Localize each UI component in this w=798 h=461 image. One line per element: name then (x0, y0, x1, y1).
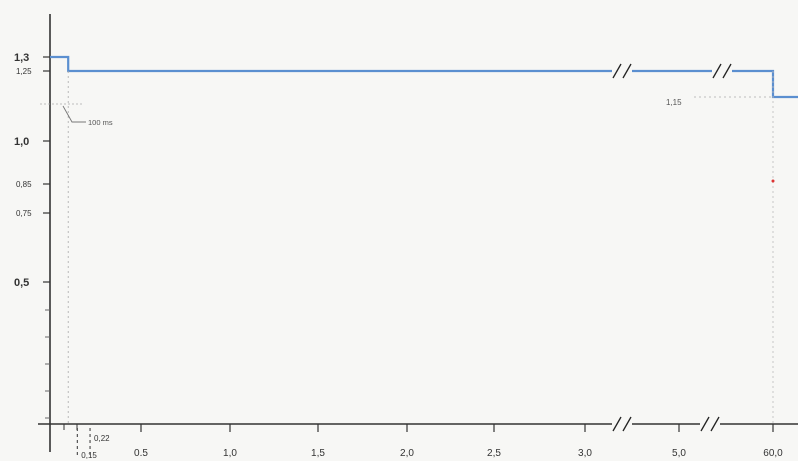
series-break-2-stroke (722, 63, 732, 79)
x-tick-label: 0,22 (94, 434, 110, 443)
axis-break-2-stroke (710, 416, 720, 432)
annotation-leader (62, 105, 86, 123)
y-tick-label: 1,3 (14, 52, 29, 64)
series-break-1-stroke (622, 63, 632, 79)
x-tick-label: 60,0 (763, 448, 783, 459)
series-break-2-gap (712, 63, 732, 79)
x-tick-label: 1,5 (311, 448, 325, 459)
x-tick-label: 5,0 (672, 448, 686, 459)
annotation-100ms: 100 ms (88, 118, 113, 127)
series-break-1-gap (612, 63, 632, 79)
x-tick-label: 0.5 (134, 448, 148, 459)
axis-break-1-gap (612, 416, 632, 432)
x-tick-label: 0,15 (81, 451, 97, 460)
series-break-1-stroke (612, 63, 622, 79)
y-tick-label: 0,85 (16, 180, 32, 189)
series-break-2-stroke (712, 63, 722, 79)
x-tick-label: 1,0 (223, 448, 237, 459)
annotation-115: 1,15 (666, 98, 682, 107)
axis-break-2-stroke (700, 416, 710, 432)
axis-break-2-gap (700, 416, 720, 432)
x-tick-label: 2,0 (400, 448, 414, 459)
y-tick-label: 0,5 (14, 277, 29, 289)
axis-break-1-stroke (612, 416, 622, 432)
y-tick-label: 1,25 (16, 67, 32, 76)
y-tick-label: 1,0 (14, 136, 29, 148)
axis-break-1-stroke (622, 416, 632, 432)
x-tick-label: 2,5 (487, 448, 501, 459)
y-tick-label: 0,75 (16, 209, 32, 218)
x-tick-label: 3,0 (578, 448, 592, 459)
marker-dot (771, 179, 775, 183)
series-line (50, 55, 798, 99)
